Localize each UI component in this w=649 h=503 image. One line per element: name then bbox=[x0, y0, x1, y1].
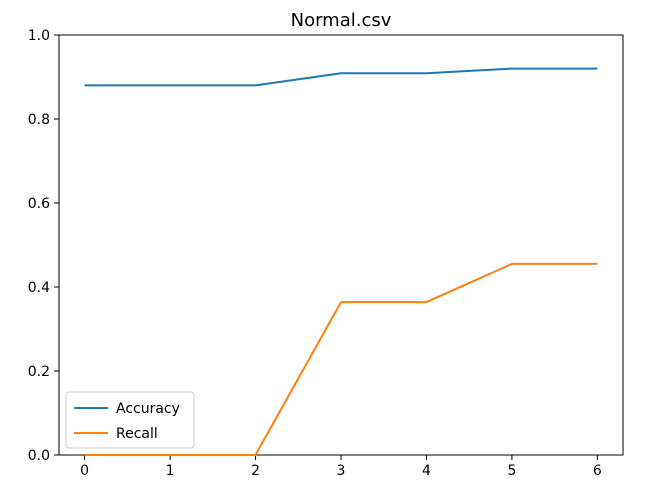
y-tick-label: 0.4 bbox=[28, 280, 50, 296]
x-tick-label: 1 bbox=[166, 463, 175, 479]
legend-label-accuracy: Accuracy bbox=[116, 401, 180, 417]
x-tick-label: 3 bbox=[337, 463, 346, 479]
y-tick-label: 0.2 bbox=[28, 364, 50, 380]
chart-title: Normal.csv bbox=[291, 10, 392, 31]
y-tick-label: 0.6 bbox=[28, 196, 50, 212]
y-tick-label: 1.0 bbox=[28, 28, 50, 44]
series-line-accuracy bbox=[84, 67, 598, 87]
x-tick-label: 5 bbox=[507, 463, 516, 479]
y-tick-label: 0.0 bbox=[28, 448, 50, 464]
x-tick-label: 0 bbox=[80, 463, 89, 479]
x-tick-label: 2 bbox=[251, 463, 260, 479]
series-line-recall bbox=[84, 262, 598, 456]
x-tick-label: 6 bbox=[593, 463, 602, 479]
axes-frame bbox=[58, 34, 624, 456]
x-tick-label: 4 bbox=[422, 463, 431, 479]
plot-area: 0 1 2 3 4 5 6 0.0 0.2 0.4 0.6 0.8 1.0 Accuracy Recall bbox=[28, 28, 624, 479]
legend-label-recall: Recall bbox=[116, 426, 158, 442]
y-tick-label: 0.8 bbox=[28, 112, 50, 128]
